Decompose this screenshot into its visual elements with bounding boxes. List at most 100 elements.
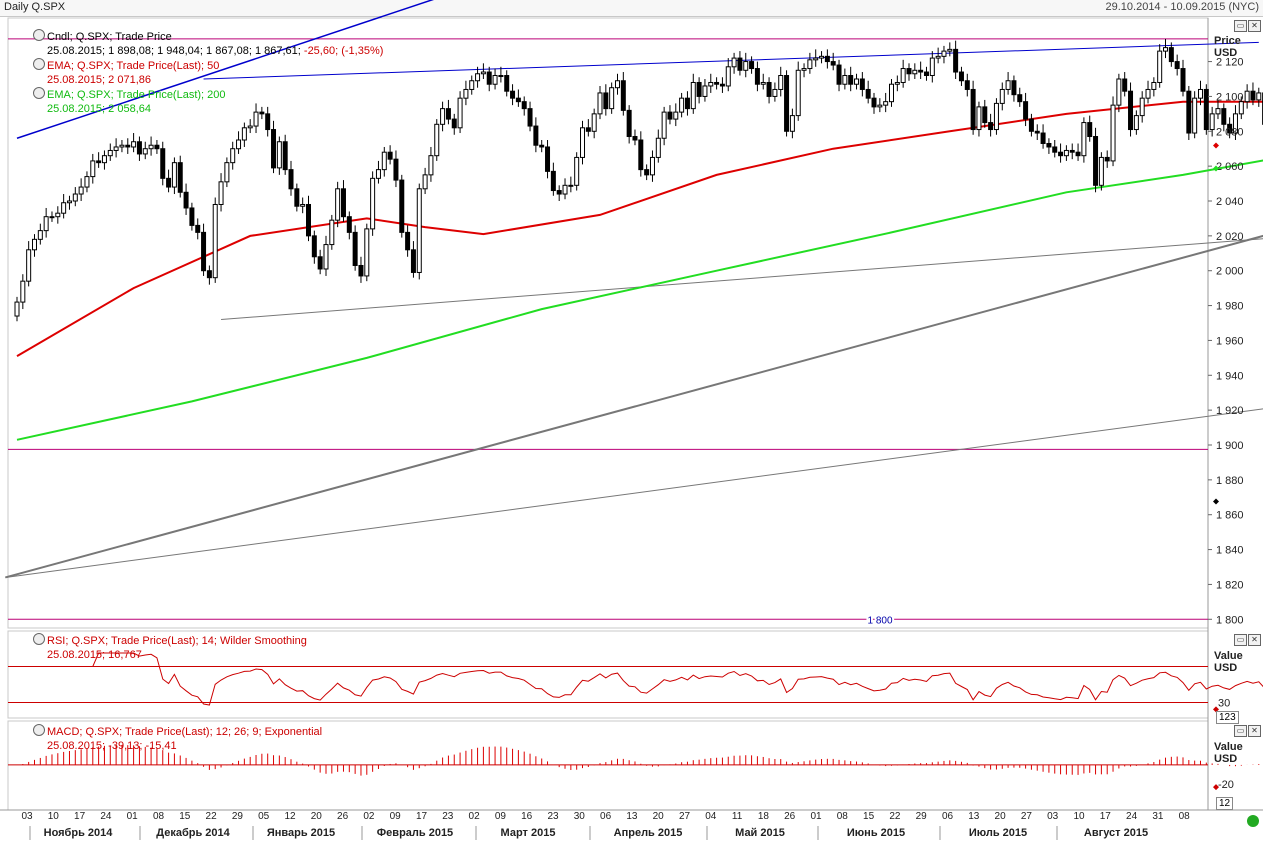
candle-body — [550, 170, 556, 192]
indicator-settings-icon[interactable] — [33, 724, 45, 736]
candle-body — [772, 88, 778, 97]
candle-body — [276, 141, 282, 169]
candle-body — [1122, 78, 1128, 92]
candle-body — [1023, 101, 1029, 120]
trendline — [203, 41, 1259, 80]
candle-body — [335, 188, 341, 221]
indicator-settings-icon[interactable] — [33, 87, 45, 99]
candle-body — [795, 69, 801, 117]
candle-body — [43, 216, 49, 232]
candle-body — [510, 90, 516, 99]
candle-body — [1244, 90, 1250, 103]
x-day-label: 23 — [442, 811, 454, 822]
candle-body — [883, 101, 889, 106]
candle-body — [562, 184, 568, 195]
trendline — [221, 238, 1263, 321]
candle-body — [1192, 97, 1198, 134]
x-month-label: Июль 2015 — [969, 827, 1027, 839]
x-day-label: 10 — [1073, 811, 1085, 822]
candle-body — [265, 113, 271, 131]
candle-body — [784, 75, 790, 132]
y-tick-label: 2 080 — [1216, 126, 1244, 138]
candle-body — [352, 231, 358, 266]
candle-body — [410, 249, 416, 273]
candle-body — [504, 75, 510, 92]
candle-body — [912, 69, 918, 75]
candle-body — [1174, 61, 1180, 70]
y-tick-label: 1 880 — [1216, 475, 1244, 487]
candle-body — [614, 80, 620, 89]
candle-body — [1180, 68, 1186, 92]
candle-body — [591, 113, 597, 132]
candle-body — [1209, 113, 1215, 131]
candle-body — [387, 151, 393, 160]
indicator-settings-icon[interactable] — [33, 58, 45, 70]
rsi-layer — [8, 652, 1263, 706]
candle-body — [696, 81, 702, 97]
legend-ema200[interactable]: EMA; Q.SPX; Trade Price(Last); 200 — [33, 87, 383, 102]
candle-body — [107, 149, 113, 157]
candle-body — [1227, 123, 1233, 134]
x-day-label: 30 — [574, 811, 586, 822]
x-day-label: 31 — [1152, 811, 1164, 822]
candle-body — [399, 179, 405, 233]
legend-rsi[interactable]: RSI; Q.SPX; Trade Price(Last); 14; Wilde… — [33, 633, 307, 648]
candle-body — [84, 176, 90, 188]
macd-value-box: 12 — [1216, 797, 1234, 810]
candle-body — [603, 92, 609, 110]
candle-body — [475, 73, 481, 82]
candle-body — [824, 55, 830, 63]
candle-body — [1040, 132, 1046, 144]
x-day-label: 03 — [21, 811, 33, 822]
minimize-panel-button[interactable]: ▭ — [1234, 20, 1247, 32]
candle-body — [1028, 118, 1034, 132]
candle-body — [416, 188, 422, 273]
candle-body — [1256, 92, 1262, 101]
axis-value-marker — [1213, 142, 1219, 149]
indicator-settings-icon[interactable] — [33, 633, 45, 645]
legend-macd-values: 25.08.2015; -39,13; -15,41 — [47, 740, 177, 752]
candle-body — [230, 148, 236, 164]
legend-candles[interactable]: Cndl; Q.SPX; Trade Price — [33, 29, 383, 44]
axes-layer: 1 800 1 820 1 840 1 860 1 880 1 900 1 920 1 940… — [0, 57, 1263, 840]
x-day-label: 08 — [837, 811, 849, 822]
candle-body — [894, 81, 900, 85]
minimize-macd-panel-button[interactable]: ▭ — [1234, 725, 1247, 737]
candle-body — [545, 146, 551, 172]
candle-body — [638, 139, 644, 171]
y-tick-label: 1 940 — [1216, 370, 1244, 382]
close-macd-panel-button[interactable]: ✕ — [1248, 725, 1261, 737]
x-day-label: 18 — [758, 811, 770, 822]
candle-body — [66, 200, 72, 204]
candle-body — [737, 57, 743, 71]
candle-body — [224, 162, 230, 183]
x-day-label: 02 — [363, 811, 375, 822]
x-day-label: 01 — [810, 811, 822, 822]
candle-body — [1098, 156, 1104, 186]
candle-body — [632, 136, 638, 141]
y-tick-label: 2 100 — [1216, 91, 1244, 103]
candle-body — [311, 235, 317, 258]
x-day-label: 09 — [390, 811, 402, 822]
candle-body — [381, 151, 387, 171]
candle-body — [1034, 130, 1040, 134]
candle-body — [719, 83, 725, 87]
candle-body — [1017, 94, 1023, 103]
indicator-settings-icon[interactable] — [33, 29, 45, 41]
candle-body — [778, 75, 784, 90]
close-panel-button[interactable]: ✕ — [1248, 20, 1261, 32]
candle-body — [684, 97, 690, 110]
candle-body — [340, 188, 346, 218]
candle-body — [148, 144, 154, 150]
minimize-rsi-panel-button[interactable]: ▭ — [1234, 634, 1247, 646]
x-day-label: 09 — [495, 811, 507, 822]
candle-body — [1011, 80, 1017, 96]
candle-body — [131, 141, 137, 148]
legend-macd[interactable]: MACD; Q.SPX; Trade Price(Last); 12; 26; … — [33, 724, 322, 739]
candle-body — [329, 219, 335, 246]
candle-body — [515, 97, 521, 103]
legend-ema50[interactable]: EMA; Q.SPX; Trade Price(Last); 50 — [33, 58, 383, 73]
candle-body — [1005, 80, 1011, 90]
close-rsi-panel-button[interactable]: ✕ — [1248, 634, 1261, 646]
